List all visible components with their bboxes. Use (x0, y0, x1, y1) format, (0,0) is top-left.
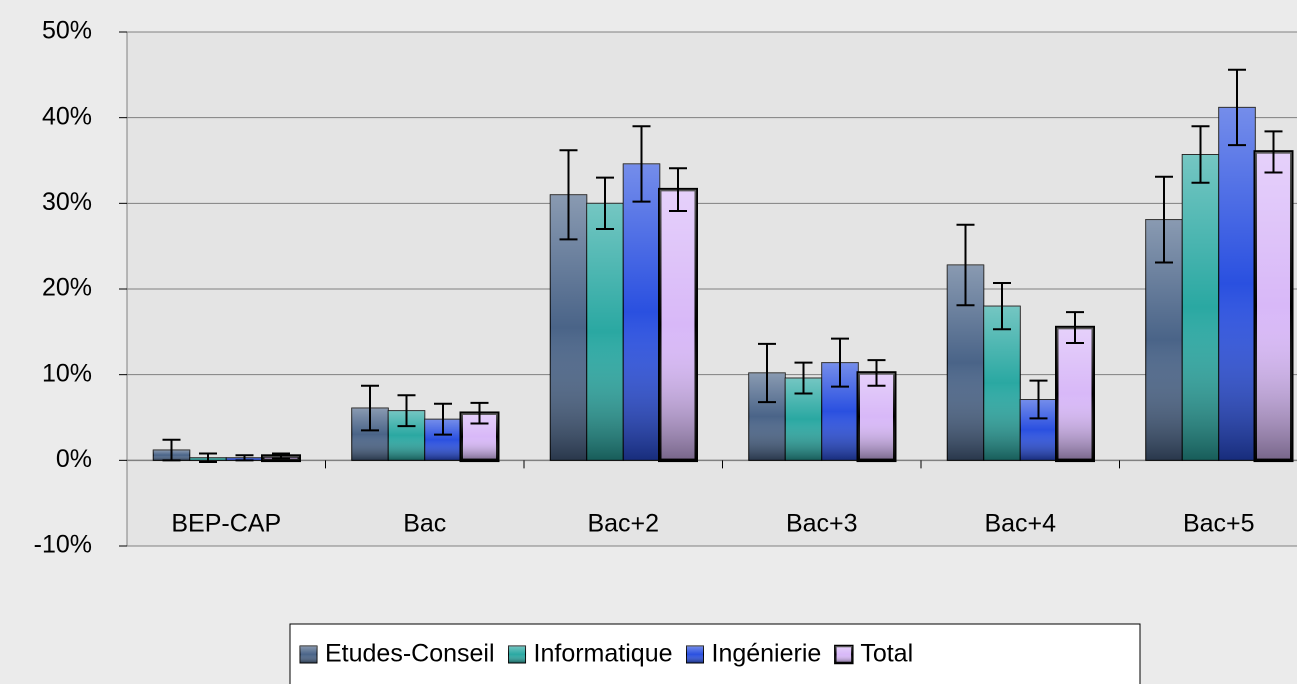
bar (1218, 106, 1256, 461)
y-tick-label: 30% (42, 188, 92, 216)
legend-label: Ingénierie (712, 640, 822, 668)
x-tick-label: BEP-CAP (171, 510, 281, 538)
error-bar (1066, 311, 1084, 344)
legend-label: Informatique (534, 640, 673, 668)
error-bar (361, 384, 379, 432)
error-bar (831, 337, 849, 388)
x-tick-label: Bac+4 (984, 510, 1056, 538)
legend-label: Etudes-Conseil (325, 640, 495, 668)
error-bar (1029, 379, 1048, 420)
error-bar (162, 438, 181, 462)
error-bar (993, 282, 1011, 331)
x-tick-label: Bac+3 (786, 510, 858, 538)
x-tick-label: Bac+2 (587, 510, 659, 538)
error-bar (559, 149, 578, 241)
x-tick-label: Bac (403, 510, 446, 538)
y-tick-label: 0% (56, 445, 92, 473)
x-tick-label: Bac+5 (1183, 510, 1255, 538)
error-bar (1191, 125, 1210, 184)
error-bar (235, 454, 254, 462)
y-tick-label: 10% (42, 359, 92, 387)
bar (586, 202, 624, 461)
legend-label: Total (860, 640, 913, 668)
error-bar (470, 401, 489, 425)
error-bar (434, 402, 452, 436)
error-bar (1155, 175, 1173, 264)
bar (622, 163, 661, 461)
error-bar (596, 176, 614, 231)
error-bar (632, 125, 651, 203)
y-tick-label: 50% (42, 17, 92, 45)
legend-swatch-shade (508, 646, 526, 663)
error-bar (794, 361, 813, 395)
error-bar (867, 359, 886, 387)
error-bar (199, 452, 217, 464)
legend-swatch-shade (300, 646, 317, 663)
error-bar (1228, 68, 1246, 147)
error-bar (956, 223, 975, 307)
legend-box (289, 623, 1141, 684)
bar (1253, 150, 1294, 463)
error-bar (397, 394, 416, 428)
error-bar (669, 167, 687, 213)
bar (1181, 154, 1220, 461)
y-tick-label: 40% (42, 102, 92, 130)
legend-swatch-shade (686, 646, 704, 663)
y-tick-label: 20% (42, 274, 92, 302)
error-bar (758, 342, 776, 404)
y-tick-label: -10% (34, 531, 92, 559)
legend-swatch-shade (835, 646, 853, 663)
error-bar (1264, 130, 1283, 174)
bar (658, 187, 698, 463)
bar (1055, 325, 1095, 463)
error-bar (272, 452, 290, 460)
